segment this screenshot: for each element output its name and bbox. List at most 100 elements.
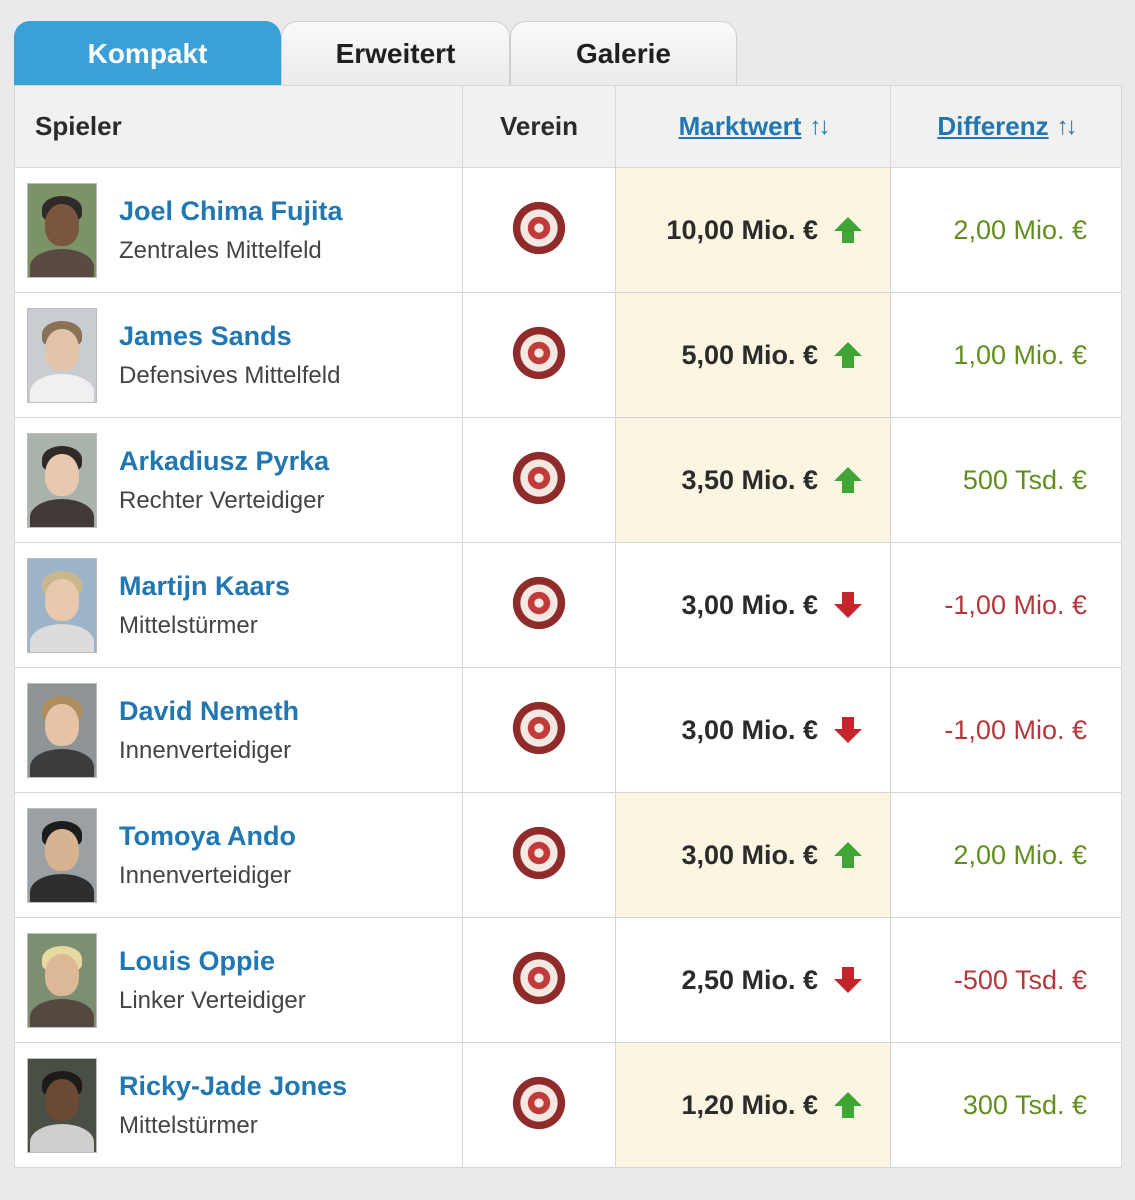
difference-value: -1,00 Mio. € (944, 714, 1087, 745)
player-position: Innenverteidiger (119, 736, 292, 764)
player-position: Linker Verteidiger (119, 986, 306, 1014)
photo-shoulders-shape (30, 498, 94, 527)
player-photo[interactable] (27, 682, 97, 778)
player-position: Zentrales Mittelfeld (119, 236, 322, 264)
player-photo[interactable] (27, 1057, 97, 1153)
market-value-cell: 3,00 Mio. € (616, 715, 890, 746)
photo-head-shape (45, 328, 79, 371)
photo-shoulders-shape (30, 623, 94, 652)
player-photo[interactable] (27, 807, 97, 903)
player-name-link[interactable]: Joel Chima Fujita (119, 195, 343, 226)
column-header-differenz-sort[interactable]: Differenz ↑ ↓ (937, 111, 1078, 142)
player-photo[interactable] (27, 182, 97, 278)
player-name-link[interactable]: Arkadiusz Pyrka (119, 445, 330, 476)
difference-value: 2,00 Mio. € (953, 839, 1087, 870)
trend-arrow-icon (834, 717, 862, 743)
sort-updown-icon: ↑ ↓ (1056, 112, 1078, 140)
player-meta: Ricky-Jade Jones Mittelstürmer (119, 1071, 347, 1140)
market-value: 3,00 Mio. € (681, 589, 818, 620)
player-cell: David Nemeth Innenverteidiger (15, 682, 462, 778)
photo-head-shape (45, 1078, 79, 1121)
difference-value: 300 Tsd. € (962, 1089, 1087, 1120)
player-name-link[interactable]: Tomoya Ando (119, 820, 296, 851)
photo-head-shape (45, 703, 79, 746)
club-crest-icon[interactable] (511, 575, 567, 631)
table-row: Arkadiusz Pyrka Rechter Verteidiger 3,50… (14, 417, 1122, 543)
trend-arrow-icon (834, 967, 862, 993)
tab-galerie[interactable]: Galerie (510, 21, 737, 85)
photo-head-shape (45, 453, 79, 496)
club-crest-icon[interactable] (511, 950, 567, 1006)
player-cell: Joel Chima Fujita Zentrales Mittelfeld (15, 182, 462, 278)
player-position: Innenverteidiger (119, 861, 292, 889)
photo-shoulders-shape (30, 1123, 94, 1152)
market-value: 1,20 Mio. € (681, 1089, 818, 1120)
player-photo[interactable] (27, 557, 97, 653)
market-value: 10,00 Mio. € (666, 214, 818, 245)
difference-value: 500 Tsd. € (962, 464, 1087, 495)
player-name-link[interactable]: David Nemeth (119, 695, 300, 726)
player-photo[interactable] (27, 932, 97, 1028)
tab-erweitert[interactable]: Erweitert (281, 21, 510, 85)
market-value-cell: 3,00 Mio. € (616, 840, 890, 871)
difference-value: -1,00 Mio. € (944, 589, 1087, 620)
market-value-table: Spieler Verein Marktwert ↑ ↓ Differenz ↑ ↓ (14, 85, 1122, 1168)
table-row: Louis Oppie Linker Verteidiger 2,50 Mio.… (14, 917, 1122, 1043)
table-row: James Sands Defensives Mittelfeld 5,00 M… (14, 292, 1122, 418)
tab-erweitert-label: Erweitert (335, 37, 456, 69)
player-cell: James Sands Defensives Mittelfeld (15, 307, 462, 403)
club-crest-icon[interactable] (511, 700, 567, 756)
player-photo[interactable] (27, 307, 97, 403)
trend-arrow-icon (834, 217, 862, 243)
tab-kompakt-label: Kompakt (87, 37, 208, 69)
club-crest-icon[interactable] (511, 825, 567, 881)
player-name-link[interactable]: Louis Oppie (119, 945, 276, 976)
club-crest-icon[interactable] (511, 325, 567, 381)
player-meta: Joel Chima Fujita Zentrales Mittelfeld (119, 196, 343, 265)
market-value-cell: 3,50 Mio. € (616, 465, 890, 496)
player-meta: Louis Oppie Linker Verteidiger (119, 946, 306, 1015)
trend-arrow-icon (834, 467, 862, 493)
player-name-link[interactable]: James Sands (119, 320, 292, 351)
player-position: Defensives Mittelfeld (119, 361, 341, 389)
player-cell: Arkadiusz Pyrka Rechter Verteidiger (15, 432, 462, 528)
player-position: Mittelstürmer (119, 611, 258, 639)
table-row: Ricky-Jade Jones Mittelstürmer 1,20 Mio.… (14, 1042, 1122, 1168)
player-meta: Martijn Kaars Mittelstürmer (119, 571, 290, 640)
difference-value: -500 Tsd. € (953, 964, 1087, 995)
club-crest-icon[interactable] (511, 1075, 567, 1131)
market-value-cell: 1,20 Mio. € (616, 1090, 890, 1121)
club-crest-icon[interactable] (511, 200, 567, 256)
player-name-link[interactable]: Martijn Kaars (119, 570, 291, 601)
table-row: Tomoya Ando Innenverteidiger 3,00 Mio. € (14, 792, 1122, 918)
photo-shoulders-shape (30, 373, 94, 402)
market-value-cell: 10,00 Mio. € (616, 215, 890, 246)
photo-shoulders-shape (30, 248, 94, 277)
table-row: David Nemeth Innenverteidiger 3,00 Mio. … (14, 667, 1122, 793)
trend-arrow-icon (834, 342, 862, 368)
difference-value: 2,00 Mio. € (953, 214, 1087, 245)
column-header-verein: Verein (462, 85, 616, 168)
player-photo[interactable] (27, 432, 97, 528)
tab-kompakt[interactable]: Kompakt (14, 21, 281, 85)
market-value: 3,00 Mio. € (681, 714, 818, 745)
market-value-cell: 3,00 Mio. € (616, 590, 890, 621)
photo-shoulders-shape (30, 873, 94, 902)
club-crest-icon[interactable] (511, 450, 567, 506)
player-cell: Louis Oppie Linker Verteidiger (15, 932, 462, 1028)
sort-updown-icon: ↑ ↓ (809, 112, 830, 140)
table-body: Joel Chima Fujita Zentrales Mittelfeld 1… (14, 167, 1122, 1168)
market-value: 3,50 Mio. € (681, 464, 818, 495)
player-meta: Arkadiusz Pyrka Rechter Verteidiger (119, 446, 329, 515)
player-position: Rechter Verteidiger (119, 486, 325, 514)
table-row: Joel Chima Fujita Zentrales Mittelfeld 1… (14, 167, 1122, 293)
tab-galerie-label: Galerie (576, 37, 671, 69)
photo-shoulders-shape (30, 998, 94, 1027)
view-tab-bar: Kompakt Erweitert Galerie (14, 14, 1121, 85)
player-cell: Ricky-Jade Jones Mittelstürmer (15, 1057, 462, 1153)
player-cell: Martijn Kaars Mittelstürmer (15, 557, 462, 653)
differenz-header-label: Differenz (937, 111, 1049, 141)
player-name-link[interactable]: Ricky-Jade Jones (119, 1070, 348, 1101)
column-header-marktwert-sort[interactable]: Marktwert ↑ ↓ (679, 111, 831, 142)
photo-head-shape (45, 203, 79, 246)
